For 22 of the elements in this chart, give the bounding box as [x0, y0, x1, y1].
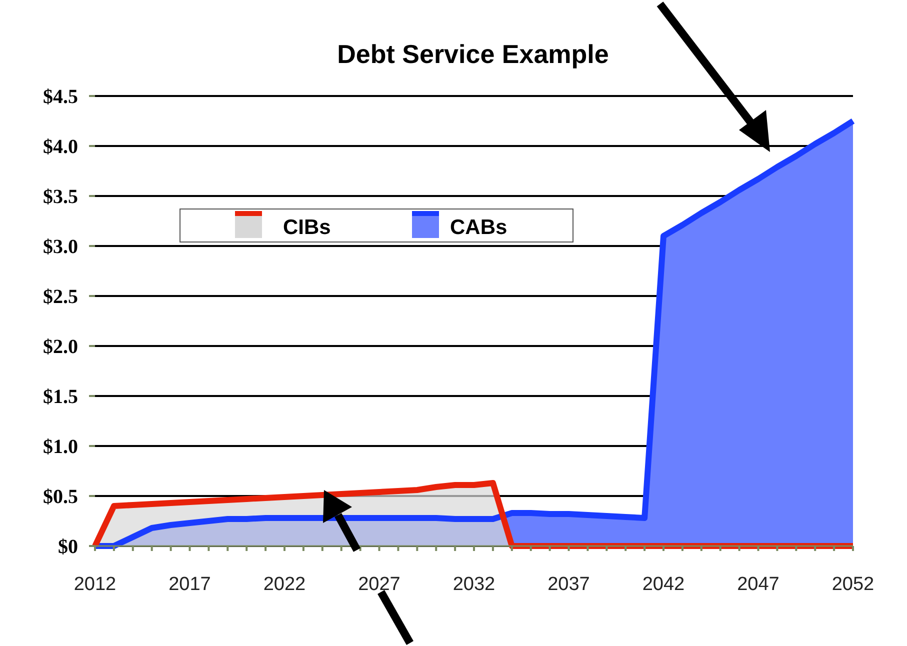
x-tick-label: 2032: [452, 574, 496, 595]
x-tick-label: 2052: [832, 574, 874, 595]
y-tick-label: $4.0: [43, 136, 78, 158]
x-tick-label: 2037: [548, 574, 590, 595]
y-tick-label: $1.0: [43, 436, 78, 458]
y-tick-label: $4.5: [43, 86, 78, 108]
x-tick-label: 2012: [74, 574, 116, 595]
x-tick-label: 2042: [642, 574, 685, 595]
y-tick-label: $0: [58, 536, 78, 558]
y-tick-label: $1.5: [43, 386, 78, 408]
y-tick-label: $2.0: [43, 336, 78, 358]
y-tick-label: $0.5: [43, 486, 78, 508]
legend-label: CIBs: [283, 216, 331, 239]
x-tick-label: 2022: [263, 574, 306, 595]
x-tick-label: 2027: [358, 574, 400, 595]
legend-label: CABs: [450, 216, 508, 239]
y-tick-label: $3.0: [43, 236, 78, 258]
x-tick-label: 2047: [737, 574, 780, 595]
x-tick-label: 2017: [168, 574, 211, 595]
chart-title: Debt Service Example: [337, 39, 609, 69]
y-tick-label: $2.5: [43, 286, 78, 308]
y-tick-label: $3.5: [43, 186, 78, 208]
